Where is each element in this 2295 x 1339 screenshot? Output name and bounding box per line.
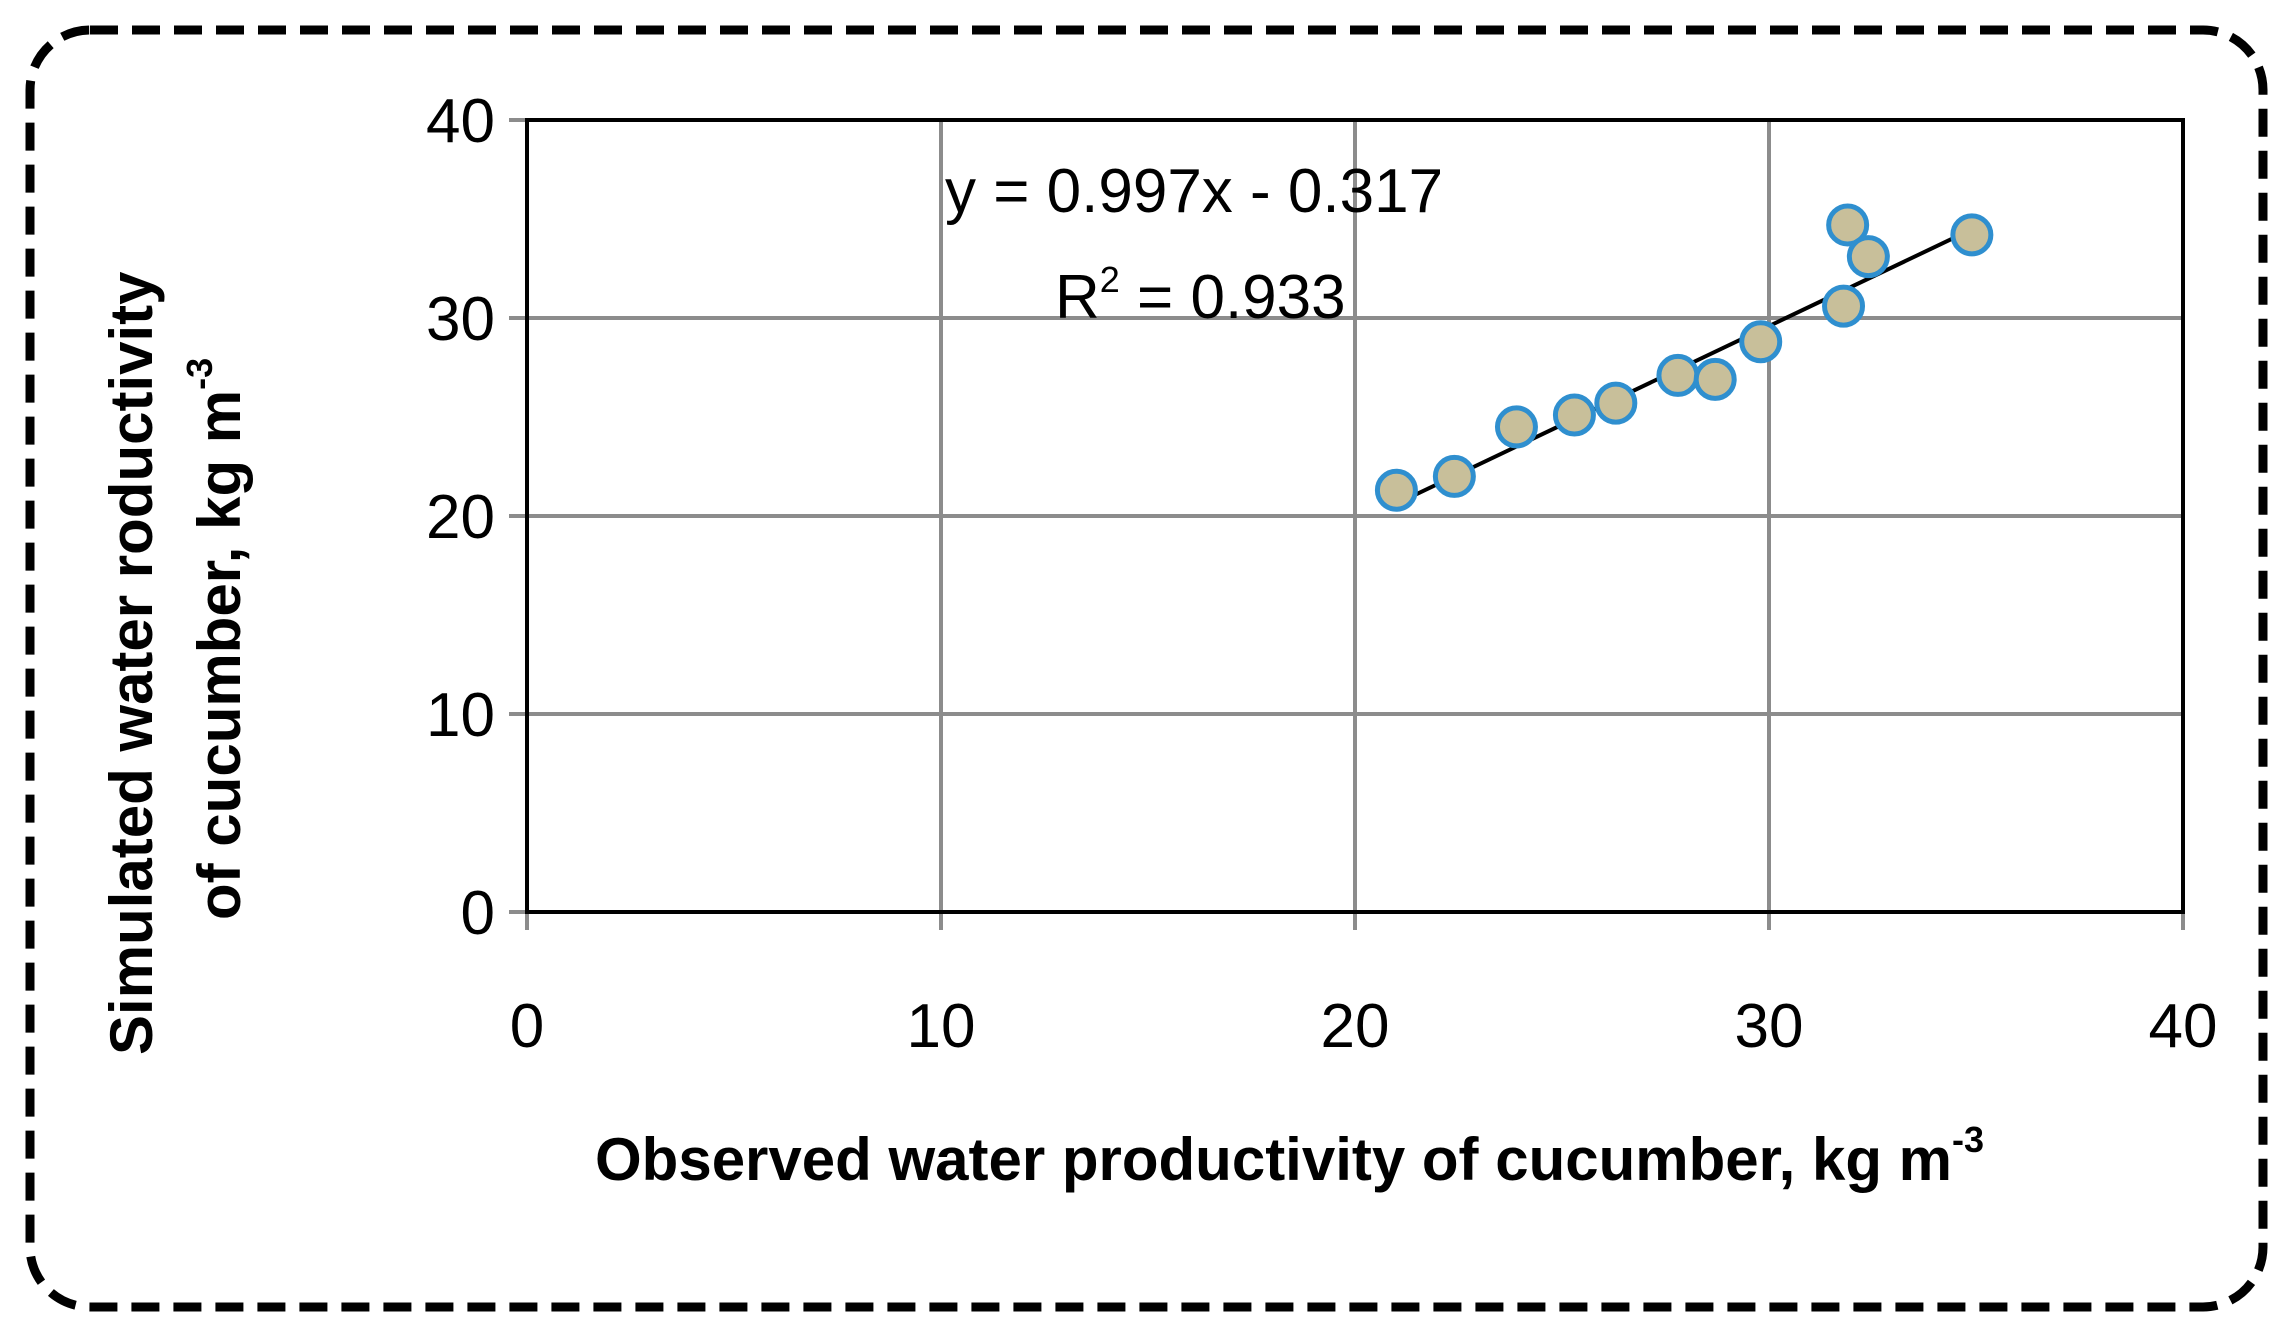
dashed-frame [25, 25, 2268, 1312]
y-axis-title: Simulated water roductivity of cucumber,… [98, 271, 253, 1055]
r-squared-value: = 0.933 [1120, 263, 1346, 332]
data-point [1594, 381, 1638, 425]
grid-lines [509, 118, 2185, 930]
r-squared-annotation: R2 = 0.933 [1055, 259, 1346, 332]
data-points [1374, 203, 1994, 512]
plot-frame [525, 118, 2185, 914]
r-squared-superscript: 2 [1100, 259, 1120, 300]
x-tick-label: 20 [1321, 992, 1390, 1061]
y-axis-title-superscript: -3 [179, 358, 220, 390]
y-axis-title-line1: Simulated water roductivity [98, 271, 165, 1055]
tick-labels: 0 10 20 30 40 0 10 20 30 40 [426, 87, 2217, 1061]
axes [525, 118, 2185, 914]
y-tick-label: 40 [426, 87, 495, 156]
y-axis-title-line2: of cucumber, kg m-3 [179, 358, 253, 920]
data-point [1950, 213, 1994, 257]
y-tick-label: 30 [426, 285, 495, 354]
data-point [1494, 405, 1538, 449]
x-tick-label: 30 [1735, 992, 1804, 1061]
y-tick-label: 0 [461, 879, 495, 948]
x-tick-label: 10 [907, 992, 976, 1061]
data-point [1693, 357, 1737, 401]
data-point [1826, 203, 1870, 247]
data-point [1822, 284, 1866, 328]
data-point [1552, 393, 1596, 437]
data-point [1432, 454, 1476, 498]
x-tick-label: 40 [2149, 992, 2218, 1061]
x-axis-title-text: Observed water productivity of cucumber,… [595, 1126, 1952, 1193]
trendline-equation: y = 0.997x - 0.317 [945, 157, 1443, 226]
y-tick-label: 20 [426, 483, 495, 552]
data-point [1656, 353, 1700, 397]
data-point [1739, 320, 1783, 364]
x-axis-title: Observed water productivity of cucumber,… [595, 1119, 1984, 1193]
x-axis-title-superscript: -3 [1952, 1119, 1984, 1160]
y-tick-label: 10 [426, 681, 495, 750]
data-point [1846, 235, 1890, 279]
y-axis-title-line2-text: of cucumber, kg m [186, 390, 253, 920]
data-point [1374, 468, 1418, 512]
r-squared-prefix: R [1055, 263, 1100, 332]
x-tick-label: 0 [510, 992, 544, 1061]
